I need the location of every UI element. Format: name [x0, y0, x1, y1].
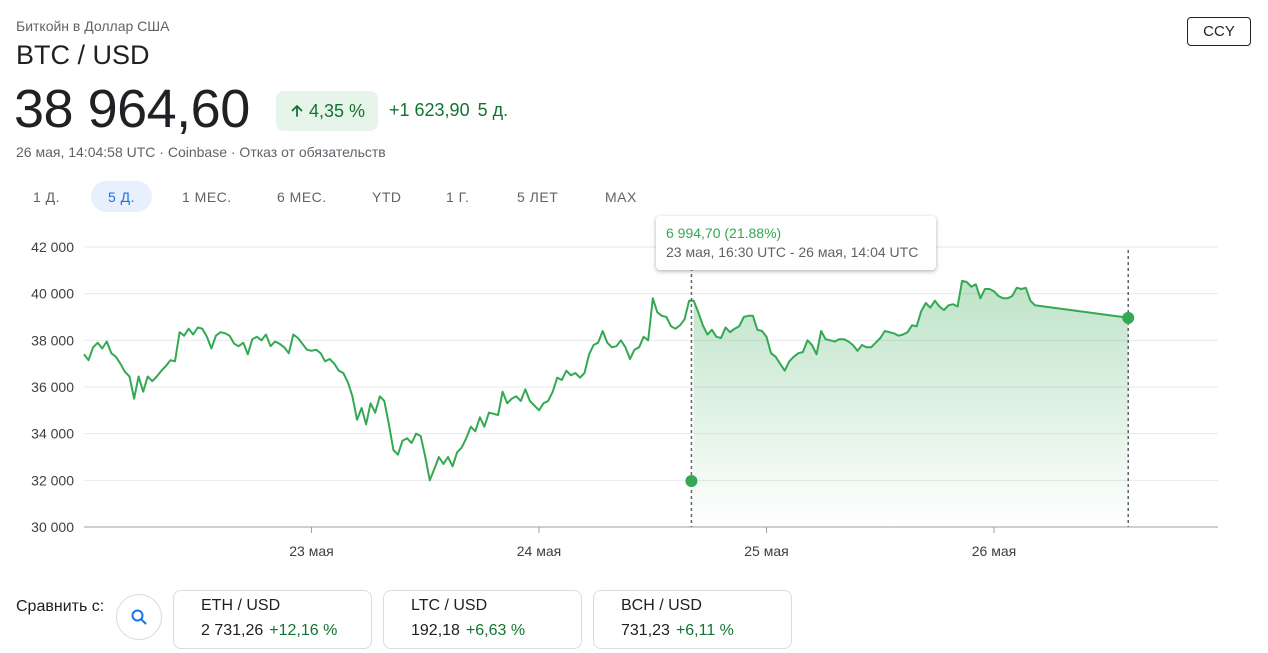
range-tab-max[interactable]: MAX: [605, 188, 637, 205]
ccy-button[interactable]: CCY: [1187, 17, 1251, 46]
compare-card-name: ETH / USD: [201, 597, 281, 614]
compare-card-bch[interactable]: BCH / USD 731,23 +6,11 %: [593, 590, 792, 649]
compare-search-button[interactable]: [116, 594, 162, 640]
change-period: 5 д.: [477, 100, 509, 120]
range-tab-ytd[interactable]: YTD: [372, 188, 402, 205]
tooltip-change: 6 994,70 (21.88%): [666, 225, 782, 241]
x-tick-label: 23 мая: [289, 543, 333, 559]
price-line: [83, 279, 1129, 482]
compare-card-price: 192,18: [411, 622, 460, 639]
tooltip-range: 23 мая, 16:30 UTC - 26 мая, 14:04 UTC: [666, 244, 919, 260]
y-tick-label: 38 000: [31, 332, 74, 348]
current-price: 38 964,60: [14, 79, 250, 139]
compare-label: Сравнить с:: [16, 598, 105, 615]
range-tab-5d[interactable]: 5 Д.: [91, 181, 153, 212]
pair-title: BTC / USD: [16, 40, 150, 70]
selection-start-point[interactable]: [685, 475, 698, 488]
compare-card-change: +6,63 %: [465, 622, 526, 639]
compare-card-change: +6,11 %: [675, 622, 734, 639]
arrow-up-icon: [291, 105, 303, 117]
y-tick-label: 42 000: [31, 239, 74, 255]
x-tick-label: 25 мая: [744, 543, 788, 559]
compare-card-eth[interactable]: ETH / USD 2 731,26 +12,16 %: [173, 590, 372, 649]
compare-card-name: LTC / USD: [411, 597, 488, 614]
x-tick-label: 24 мая: [517, 543, 561, 559]
y-tick-label: 36 000: [31, 379, 74, 395]
range-tab-1m[interactable]: 1 МЕС.: [182, 188, 232, 205]
instrument-subtitle: Биткойн в Доллар США: [16, 18, 170, 34]
percent-change-badge: 4,35 %: [276, 91, 378, 131]
range-tooltip: 6 994,70 (21.88%) 23 мая, 16:30 UTC - 26…: [656, 216, 936, 270]
range-tab-5y[interactable]: 5 ЛЕТ: [517, 188, 559, 205]
search-icon: [131, 609, 147, 625]
compare-card-name: BCH / USD: [621, 597, 702, 614]
selection-end-point[interactable]: [1122, 311, 1135, 324]
range-tab-1d[interactable]: 1 Д.: [33, 188, 61, 205]
compare-card-price: 2 731,26: [201, 622, 264, 639]
compare-card-ltc[interactable]: LTC / USD 192,18 +6,63 %: [383, 590, 582, 649]
y-tick-label: 40 000: [31, 286, 74, 302]
price-meta: 26 мая, 14:04:58 UTC · Coinbase · Отказ …: [16, 144, 386, 160]
range-tab-1y[interactable]: 1 Г.: [446, 188, 470, 205]
y-tick-label: 30 000: [31, 519, 74, 535]
y-tick-label: 34 000: [31, 426, 74, 442]
y-tick-label: 32 000: [31, 472, 74, 488]
compare-card-price: 731,23: [621, 622, 670, 639]
compare-card-change: +12,16 %: [269, 622, 338, 639]
selection-area-fill: [693, 280, 1129, 527]
x-tick-label: 26 мая: [972, 543, 1016, 559]
percent-change-value: 4,35 %: [308, 100, 366, 121]
price-chart[interactable]: 42 000 40 000 38 000 36 000 34 000 32 000 30 0…: [0, 210, 1268, 570]
absolute-change-value: +1 623,90: [389, 100, 470, 120]
absolute-change: +1 623,90 5 д.: [389, 100, 508, 121]
range-tab-6m[interactable]: 6 МЕС.: [277, 188, 327, 205]
